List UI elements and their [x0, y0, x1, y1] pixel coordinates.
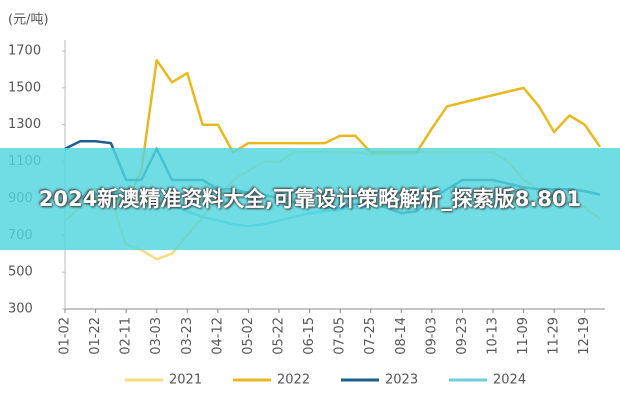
x-tick-label: 03-03: [149, 317, 164, 355]
y-tick-label: 1500: [8, 80, 41, 95]
x-tick-label: 12-19: [577, 317, 592, 355]
y-axis-unit: (元/吨): [8, 13, 49, 28]
x-tick-label: 05-02: [241, 317, 256, 355]
x-tick-label: 01-22: [88, 317, 103, 355]
y-tick-label: 1300: [8, 117, 41, 132]
x-tick-label: 09-03: [424, 317, 439, 355]
y-tick-label: 300: [8, 302, 33, 317]
x-tick-label: 07-05: [333, 317, 348, 355]
x-tick-label: 11-29: [547, 317, 562, 355]
x-tick-label: 06-15: [302, 317, 317, 355]
banner: 2024新澳精准资料大全,可靠设计策略解析_探索版8.801: [0, 148, 620, 250]
x-tick-label: 01-02: [58, 317, 73, 355]
legend-label: 2024: [493, 373, 526, 388]
y-tick-label: 1700: [8, 44, 41, 59]
x-tick-label: 08-14: [394, 317, 409, 355]
legend-label: 2022: [277, 373, 310, 388]
legend-label: 2023: [385, 373, 418, 388]
x-tick-label: 04-12: [210, 317, 225, 355]
x-tick-label: 10-13: [486, 317, 501, 355]
x-tick-label: 02-11: [119, 317, 134, 355]
banner-text: 2024新澳精准资料大全,可靠设计策略解析_探索版8.801: [38, 187, 582, 211]
x-tick-label: 05-22: [272, 317, 287, 355]
x-tick-label: 07-25: [363, 317, 378, 355]
x-tick-label: 09-23: [455, 317, 470, 355]
series-line: [95, 58, 602, 204]
legend-label: 2021: [169, 373, 202, 388]
x-tick-label: 11-09: [516, 317, 531, 355]
y-tick-label: 500: [8, 265, 33, 280]
x-tick-label: 03-23: [180, 317, 195, 355]
